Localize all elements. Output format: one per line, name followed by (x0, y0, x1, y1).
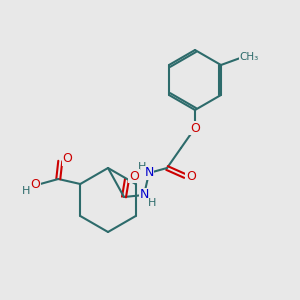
Text: N: N (144, 167, 154, 179)
Text: O: O (129, 169, 139, 182)
Text: CH₃: CH₃ (239, 52, 259, 62)
Text: O: O (186, 169, 196, 182)
Text: H: H (138, 162, 146, 172)
Text: H: H (148, 198, 156, 208)
Text: H: H (22, 186, 31, 196)
Text: N: N (139, 188, 149, 202)
Text: O: O (190, 122, 200, 134)
Text: O: O (30, 178, 40, 190)
Text: O: O (62, 152, 72, 166)
